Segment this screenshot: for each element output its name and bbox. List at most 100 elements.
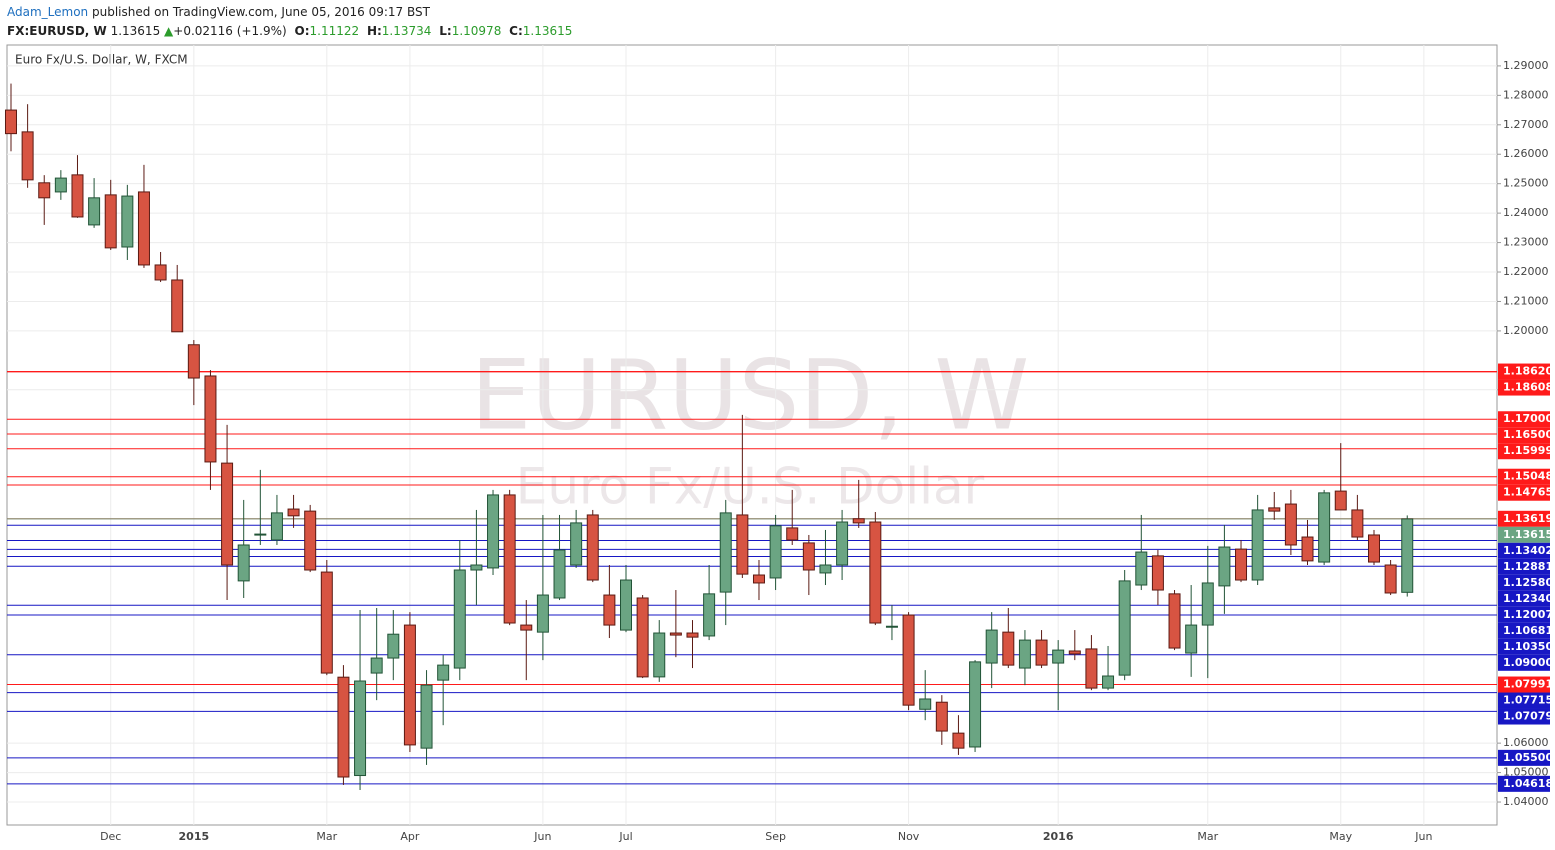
- candle-body: [1151, 555, 1164, 591]
- candle-body: [1102, 675, 1115, 689]
- x-tick-label: May: [1329, 830, 1352, 843]
- candle-body: [570, 522, 583, 566]
- x-tick-label: Mar: [316, 830, 337, 843]
- candle-body: [71, 174, 84, 218]
- header: Adam_Lemon published on TradingView.com,…: [7, 3, 572, 41]
- candle-body: [669, 632, 682, 636]
- x-tick-label: Nov: [898, 830, 920, 843]
- candle-body: [869, 521, 882, 624]
- watermark: EURUSD, W: [471, 339, 1030, 451]
- published: published on TradingView.com, June 05, 2…: [91, 5, 430, 19]
- candle-body: [403, 624, 416, 746]
- candle-body: [536, 594, 549, 633]
- level-label: 1.10681: [1503, 624, 1553, 637]
- candle-body: [1052, 649, 1065, 664]
- candle-body: [985, 629, 998, 664]
- candle-body: [88, 197, 101, 226]
- candle-body: [1334, 490, 1347, 511]
- y-tick-label: 1.20000: [1503, 324, 1549, 337]
- candle-body: [503, 494, 516, 624]
- candle-body: [453, 569, 466, 669]
- x-tick-label: Jul: [618, 830, 632, 843]
- candle-body: [1284, 503, 1297, 546]
- candle-body: [686, 632, 699, 638]
- level-label-box: [1498, 708, 1550, 725]
- candle-body: [204, 375, 217, 463]
- level-label-box: [1498, 622, 1550, 639]
- watermark-sub: Euro Fx/U.S. Dollar: [516, 458, 985, 516]
- candle-body: [287, 508, 300, 517]
- candle-body: [902, 614, 915, 706]
- candle-body: [819, 564, 832, 574]
- candle-body: [1201, 582, 1214, 626]
- level-label-box: [1498, 484, 1550, 501]
- level-label: 1.18608: [1503, 381, 1553, 394]
- level-label: 1.13619: [1503, 512, 1553, 525]
- candle-body: [620, 579, 633, 631]
- level-label-box: [1498, 775, 1550, 792]
- candle-body: [1268, 507, 1281, 512]
- level-label-box: [1498, 443, 1550, 460]
- candle-body: [54, 177, 67, 193]
- symbol: FX:EURUSD, W: [7, 24, 107, 38]
- level-label-box: [1498, 510, 1550, 527]
- candle-body: [1301, 536, 1314, 562]
- candle-body: [1318, 492, 1331, 563]
- candle-body: [1235, 548, 1248, 581]
- candle-body: [1118, 580, 1131, 676]
- level-label: 1.09000: [1503, 656, 1553, 669]
- level-label: 1.07991: [1503, 678, 1553, 691]
- candle-body: [221, 462, 234, 566]
- y-tick-label: 1.25000: [1503, 177, 1549, 190]
- price: 1.13615: [110, 24, 161, 38]
- y-tick-label: 1.27000: [1503, 118, 1549, 131]
- o-label: O:: [294, 24, 310, 38]
- candle-body: [137, 191, 150, 266]
- candle-body: [270, 512, 283, 541]
- level-label: 1.07079: [1503, 710, 1553, 723]
- l: 1.10978: [451, 24, 502, 38]
- x-tick-label: Jun: [533, 830, 551, 843]
- candle-body: [586, 514, 599, 581]
- candle-body: [1401, 518, 1414, 593]
- candle-body: [520, 624, 533, 631]
- candle-body: [4, 109, 17, 135]
- candle-body: [919, 698, 932, 710]
- candle-body: [969, 661, 982, 748]
- y-tick-label: 1.21000: [1503, 294, 1549, 307]
- candle-body: [636, 597, 649, 678]
- y-tick-label: 1.05000: [1503, 766, 1549, 779]
- level-label-box: [1498, 606, 1550, 623]
- candle-body: [154, 264, 167, 281]
- level-label: 1.14765: [1503, 486, 1553, 499]
- candle-body: [38, 182, 51, 199]
- level-label-box: [1498, 654, 1550, 671]
- level-label: 1.12580: [1503, 576, 1553, 589]
- level-label-box: [1498, 427, 1550, 444]
- candle-body: [304, 510, 317, 571]
- level-label-box: [1498, 749, 1550, 766]
- candle-body: [553, 549, 566, 599]
- candle-body: [370, 657, 383, 674]
- candle-body: [354, 680, 367, 777]
- level-label-box: [1498, 411, 1550, 428]
- level-label: 1.16500: [1503, 428, 1553, 441]
- y-tick-label: 1.23000: [1503, 236, 1549, 249]
- candle-body: [885, 625, 898, 628]
- candle-body: [187, 344, 200, 379]
- candle-body: [470, 564, 483, 571]
- y-tick-label: 1.06000: [1503, 736, 1549, 749]
- candle-body: [952, 732, 965, 749]
- x-tick-label: Dec: [100, 830, 121, 843]
- x-tick-label: 2016: [1043, 830, 1074, 843]
- o: 1.11122: [309, 24, 360, 38]
- h-label: H:: [366, 24, 382, 38]
- x-tick-label: Apr: [400, 830, 420, 843]
- level-label-box: [1498, 692, 1550, 709]
- author[interactable]: Adam_Lemon: [7, 5, 89, 19]
- candle-body: [1384, 564, 1397, 594]
- candle-body: [21, 131, 34, 181]
- y-tick-label: 1.24000: [1503, 206, 1549, 219]
- candle-body: [802, 542, 815, 571]
